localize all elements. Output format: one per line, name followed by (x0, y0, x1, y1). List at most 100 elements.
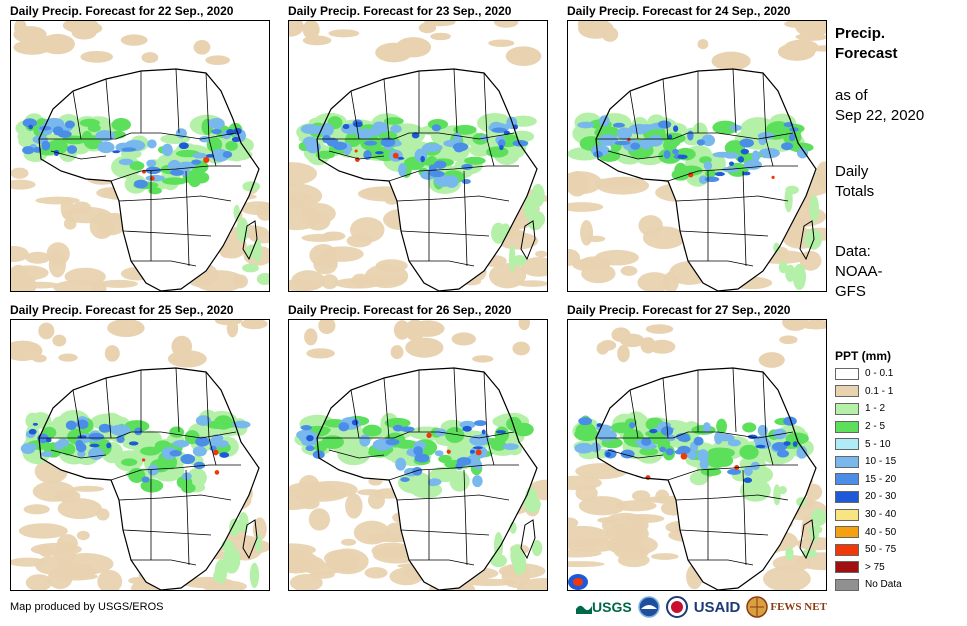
forecast-panel-5: Daily Precip. Forecast for 26 Sep., 2020 (288, 302, 548, 591)
madagascar-outline (799, 220, 815, 261)
coastline (316, 367, 538, 590)
rain-cell (390, 124, 402, 134)
rain-cell (400, 477, 410, 482)
rain-cell (95, 130, 115, 142)
light-rain-patch (205, 55, 230, 65)
rain-cell (121, 458, 138, 467)
country-border (400, 529, 490, 536)
light-rain-patch (289, 21, 304, 37)
precip-map (567, 20, 827, 292)
legend-item: 0.1 - 1 (835, 383, 955, 401)
rain-cell (400, 426, 415, 433)
rain-cell (121, 147, 137, 152)
legend-item: 2 - 5 (835, 418, 955, 436)
country-border (400, 230, 490, 237)
light-rain-patch (289, 205, 322, 231)
country-border (50, 150, 107, 160)
country-border (607, 449, 664, 459)
legend-swatch (835, 578, 859, 591)
data-label: Data: (835, 243, 871, 260)
rain-cell (58, 438, 70, 447)
light-rain-patch (568, 202, 604, 212)
country-border (72, 389, 82, 439)
rain-cell (353, 121, 363, 128)
legend-item: 1 - 2 (835, 400, 955, 418)
light-rain-patch (289, 543, 316, 557)
rain-cell (742, 422, 757, 433)
rain-cell (192, 152, 207, 159)
rain-cell (590, 442, 601, 453)
light-rain-patch (777, 42, 816, 61)
country-border (131, 260, 197, 267)
storm-core (573, 578, 583, 586)
light-rain-patch (346, 234, 373, 248)
light-rain-patch (568, 517, 579, 529)
legend-swatch (835, 543, 859, 556)
forecast-panel-1: Daily Precip. Forecast for 22 Sep., 2020 (10, 3, 270, 292)
light-rain-patch (91, 279, 107, 291)
light-rain-patch (21, 281, 60, 289)
light-rain-patch (642, 226, 686, 250)
rain-cell (665, 448, 674, 456)
rain-cell (380, 137, 396, 148)
rain-cell (129, 161, 145, 171)
country-border (110, 464, 241, 481)
light-rain-patch (345, 493, 363, 519)
rain-cell (677, 154, 688, 160)
rain-cell (255, 533, 262, 553)
country-border (205, 72, 210, 140)
rain-cell (242, 181, 261, 192)
legend-label: 1 - 2 (865, 403, 886, 415)
rain-cell (41, 140, 51, 151)
rain-cell (413, 446, 423, 456)
rain-cell (461, 178, 471, 184)
title-line-2: Forecast (835, 45, 898, 62)
light-rain-patch (424, 21, 456, 27)
rain-cell (649, 429, 658, 434)
as-of-date: as of Sep 22, 2020 (835, 86, 924, 126)
coastline (595, 367, 817, 590)
rain-cell (702, 422, 711, 434)
light-rain-patch (620, 265, 638, 276)
rain-cell (232, 420, 251, 429)
light-rain-patch (389, 567, 424, 586)
rain-cell (385, 438, 400, 446)
light-rain-patch (405, 337, 444, 358)
rain-cell (456, 456, 472, 466)
country-border (688, 260, 754, 267)
country-border (317, 431, 515, 439)
rain-cell (395, 457, 407, 471)
rain-cell (148, 187, 162, 195)
rain-cell (110, 424, 131, 436)
madagascar-outline (520, 519, 536, 560)
light-rain-patch (11, 179, 36, 190)
rain-cell (397, 156, 405, 160)
rain-cell (89, 443, 100, 448)
data-source: Data: NOAA- GFS (835, 242, 883, 302)
rain-cell (64, 120, 75, 129)
rain-cell (246, 245, 255, 256)
rain-cell (300, 124, 319, 134)
country-border (105, 377, 112, 439)
rain-cell (444, 175, 459, 188)
rain-cell (739, 444, 759, 460)
light-rain-patch (229, 225, 269, 239)
light-rain-patch (390, 345, 404, 360)
legend-swatch (835, 561, 859, 574)
country-border (122, 529, 212, 536)
rain-cell (693, 436, 704, 446)
light-rain-patch (617, 344, 630, 363)
light-rain-patch (322, 254, 338, 269)
rain-cell (249, 562, 260, 589)
legend-item: 30 - 40 (835, 506, 955, 524)
rain-cell (716, 418, 727, 435)
rain-cell (659, 446, 667, 453)
rain-cell (383, 117, 404, 125)
rain-cell (88, 433, 105, 441)
light-rain-patch (104, 345, 120, 362)
light-rain-patch (11, 245, 29, 263)
legend-swatch (835, 490, 859, 503)
rain-cell (722, 166, 740, 173)
country-border (662, 78, 669, 140)
rain-cell (802, 548, 817, 558)
